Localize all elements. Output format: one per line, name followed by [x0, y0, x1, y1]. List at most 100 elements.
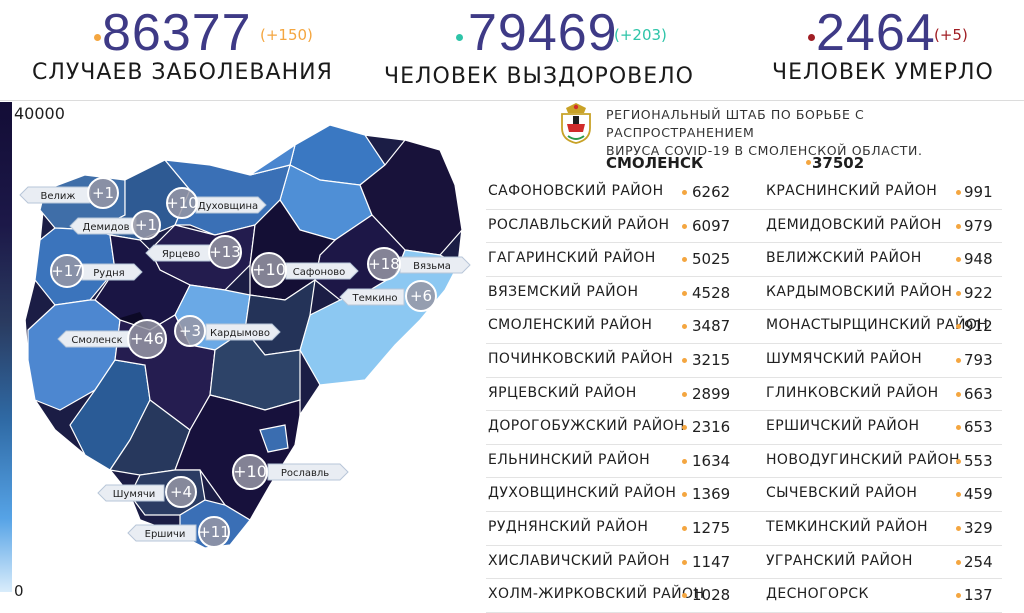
map-pin-delta: +3 — [179, 322, 201, 340]
cases-stat: 86377 (+150) СЛУЧАЕВ ЗАБОЛЕВАНИЯ — [30, 0, 332, 100]
map-pin-circle — [87, 177, 119, 209]
map-pin-name: Ершичи — [145, 529, 186, 540]
value-dot-icon — [682, 290, 687, 296]
map-pin-circle — [127, 319, 167, 359]
district-table: САФОНОВСКИЙ РАЙОН 6262 КРАСНИНСКИЙ РАЙОН 99… — [486, 176, 1002, 613]
value-dot-icon — [682, 190, 687, 195]
district-value: 137 — [964, 586, 993, 605]
capital-count: 37502 — [812, 154, 865, 172]
district-value: 3215 — [692, 350, 731, 369]
map-pin-name: Рославль — [281, 468, 329, 479]
map-pin-delta: +10 — [166, 194, 198, 212]
district-name: УГРАНСКИЙ РАЙОН — [766, 552, 913, 569]
map-pin-delta: +18 — [368, 255, 400, 273]
map-pin-delta: +46 — [130, 329, 164, 348]
district-value: 1369 — [692, 485, 731, 504]
district-name: ШУМЯЧСКИЙ РАЙОН — [766, 350, 923, 367]
value-dot-icon — [682, 257, 687, 263]
district-gagarin — [359, 139, 463, 256]
map-pin-name: Духовщина — [198, 201, 258, 212]
recovered-delta: (+203) — [614, 26, 667, 44]
value-dot-icon — [956, 257, 961, 263]
value-dot-icon — [682, 458, 687, 464]
district-value: 922 — [964, 283, 993, 302]
district-value: 948 — [964, 250, 993, 269]
map-pin-circle — [165, 476, 197, 508]
district-value: 979 — [964, 216, 993, 235]
deaths-dot-icon — [808, 34, 815, 41]
map-pin-name: Смоленск — [71, 335, 122, 346]
district-value: 1634 — [692, 451, 731, 470]
value-dot-icon — [956, 425, 961, 431]
district-name: СМОЛЕНСКИЙ РАЙОН — [488, 317, 653, 334]
map-pin-circle — [367, 247, 401, 281]
map-pin-circle — [208, 235, 242, 269]
map-pin-circle — [166, 187, 198, 219]
map-pin: Рославль +10 — [232, 454, 349, 490]
recovered-dot-icon — [456, 34, 463, 41]
district-value: 653 — [964, 418, 993, 437]
district-name: ХИСЛАВИЧСКИЙ РАЙОН — [488, 552, 670, 569]
table-row: ЕЛЬНИНСКИЙ РАЙОН 1634 НОВОДУГИНСКИЙ РАЙОН 5… — [486, 445, 1002, 479]
map-pin: Ершичи +11 — [127, 516, 230, 548]
map-pin-name: Темкино — [352, 293, 398, 304]
district-value: 5025 — [692, 250, 731, 269]
value-dot-icon — [682, 425, 687, 431]
coat-of-arms-icon — [561, 103, 591, 144]
district-value: 2899 — [692, 384, 731, 403]
headquarters-line-1: РЕГИОНАЛЬНЫЙ ШТАБ ПО БОРЬБЕ С РАСПРОСТРА… — [606, 107, 865, 140]
district-name: РУДНЯНСКИЙ РАЙОН — [488, 518, 649, 535]
district-value: 912 — [964, 317, 993, 336]
district-value: 793 — [964, 350, 993, 369]
value-dot-icon — [956, 357, 961, 363]
map-pin-circle — [232, 454, 268, 490]
map-pin-name: Ярцево — [162, 249, 200, 260]
district-name: ДЕМИДОВСКИЙ РАЙОН — [766, 216, 942, 233]
map-pin-name: Вязьма — [413, 261, 451, 272]
map-pin-delta: +13 — [209, 243, 241, 261]
table-row: ДОРОГОБУЖСКИЙ РАЙОН 2316 ЕРШИЧСКИЙ РАЙОН 65… — [486, 411, 1002, 445]
map-pin-delta: +10 — [252, 260, 286, 279]
map-pin: Кардымово +3 — [174, 315, 281, 347]
table-row: СМОЛЕНСКИЙ РАЙОН 3487 МОНАСТЫРЩИНСКИЙ РАЙО… — [486, 310, 1002, 344]
header-divider — [0, 100, 1024, 101]
district-value: 553 — [964, 451, 993, 470]
map-pin-delta: +17 — [51, 262, 83, 280]
district-name: МОНАСТЫРЩИНСКИЙ РАЙОН — [766, 317, 989, 334]
district-name: ВЯЗЕМСКИЙ РАЙОН — [488, 283, 639, 300]
table-row: ЯРЦЕВСКИЙ РАЙОН 2899 ГЛИНКОВСКИЙ РАЙОН 663 — [486, 378, 1002, 412]
map-pin-name: Шумячи — [113, 489, 156, 500]
map-pin-name: Сафоново — [293, 267, 345, 278]
deaths-value: 2464 — [816, 4, 936, 62]
district-name: ЕРШИЧСКИЙ РАЙОН — [766, 418, 920, 435]
table-row: РУДНЯНСКИЙ РАЙОН 1275 ТЕМКИНСКИЙ РАЙОН 329 — [486, 512, 1002, 546]
district-kholm — [249, 143, 296, 176]
district-name: ТЕМКИНСКИЙ РАЙОН — [766, 518, 928, 535]
district-desnogorsk — [259, 424, 289, 453]
map-pin-delta: +10 — [233, 462, 267, 481]
cases-delta: (+150) — [260, 26, 313, 44]
district-value: 6097 — [692, 216, 731, 235]
value-dot-icon — [682, 223, 687, 229]
recovered-value: 79469 — [468, 4, 618, 62]
value-dot-icon — [682, 492, 687, 498]
district-value: 1028 — [692, 586, 731, 605]
district-name: ГАГАРИНСКИЙ РАЙОН — [488, 250, 656, 267]
map-tag — [267, 463, 349, 481]
map-pin-delta: +1 — [135, 216, 157, 234]
district-name: ДОРОГОБУЖСКИЙ РАЙОН — [488, 418, 685, 435]
cases-dot-icon — [94, 34, 101, 41]
headquarters-line-2: ВИРУСА COVID-19 В СМОЛЕНСКОЙ ОБЛАСТИ. — [606, 143, 923, 158]
district-name: ВЕЛИЖСКИЙ РАЙОН — [766, 250, 922, 267]
district-name: СЫЧЕВСКИЙ РАЙОН — [766, 485, 918, 502]
district-value: 991 — [964, 183, 993, 201]
table-row: ВЯЗЕМСКИЙ РАЙОН 4528 КАРДЫМОВСКИЙ РАЙОН 922 — [486, 277, 1002, 311]
map-pin: Рудня +17 — [50, 254, 143, 288]
district-name: ДЕСНОГОРСК — [766, 586, 869, 603]
value-dot-icon — [956, 391, 961, 397]
district-name: РОСЛАВЛЬСКИЙ РАЙОН — [488, 216, 670, 233]
value-dot-icon — [682, 357, 687, 363]
district-name: ЯРЦЕВСКИЙ РАЙОН — [488, 384, 637, 401]
district-name: ПОЧИНКОВСКИЙ РАЙОН — [488, 350, 674, 367]
